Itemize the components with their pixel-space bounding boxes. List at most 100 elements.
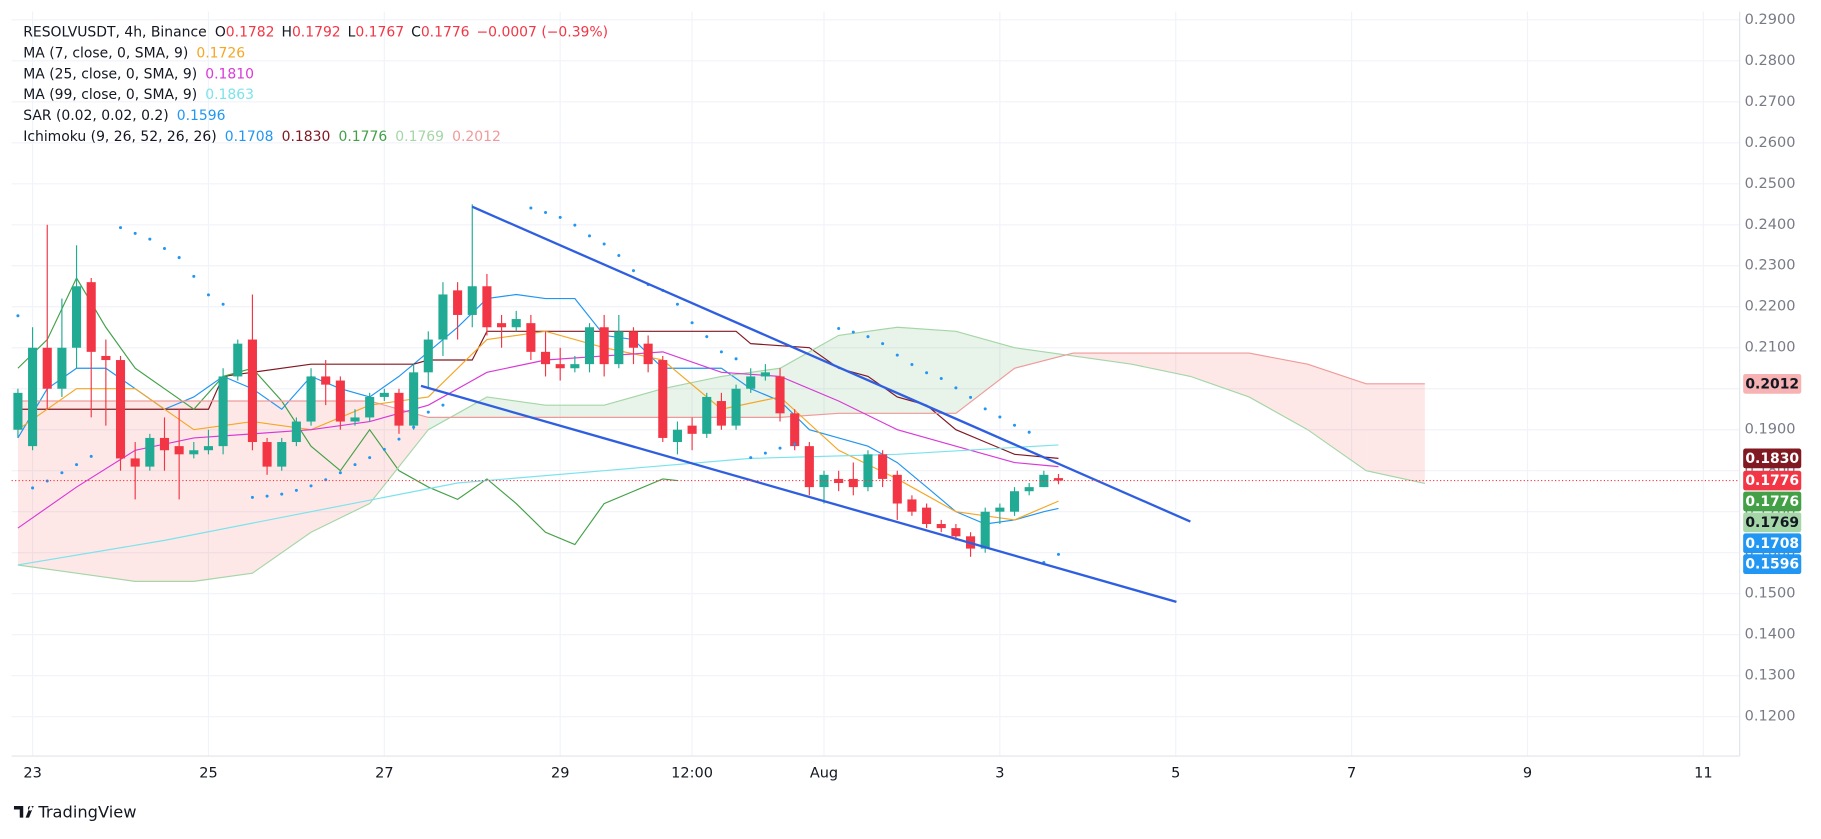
sar-dot bbox=[382, 447, 386, 451]
sar-dot bbox=[837, 326, 841, 330]
price-tag bbox=[1743, 448, 1802, 469]
candle-body bbox=[716, 401, 726, 426]
price-tag-label: 0.1769 bbox=[1745, 515, 1799, 531]
sar-dot bbox=[983, 407, 987, 411]
sar-dot bbox=[719, 350, 723, 354]
x-tick-label: 25 bbox=[199, 765, 217, 781]
sar-dot bbox=[998, 415, 1002, 419]
candle-body bbox=[203, 446, 213, 451]
legend-row: MA (25, close, 0, SMA, 9) 0.1810 bbox=[23, 66, 254, 82]
candle-body bbox=[658, 360, 668, 438]
legend: RESOLVUSDT, 4h, Binance O0.1782 H0.1792 L0.… bbox=[23, 25, 608, 146]
sar-dot bbox=[119, 226, 123, 230]
cloud-segment bbox=[311, 401, 370, 533]
legend-text: MA (99, close, 0, SMA, 9) bbox=[23, 87, 197, 103]
candle-body bbox=[335, 380, 345, 422]
tradingview-logo: TradingView bbox=[13, 802, 137, 821]
y-tick-label: 0.2500 bbox=[1745, 176, 1796, 192]
candle-body bbox=[57, 347, 67, 389]
price-tag-label: 0.1776 bbox=[1745, 473, 1799, 489]
sar-dot bbox=[133, 231, 137, 235]
candle-body bbox=[42, 347, 52, 389]
candle-body bbox=[834, 478, 844, 484]
legend-text: 0.1792 bbox=[292, 25, 341, 41]
candle-body bbox=[584, 327, 595, 365]
legend-text: 0.1596 bbox=[177, 108, 226, 124]
sar-dot bbox=[705, 335, 709, 339]
sar-dot bbox=[675, 302, 679, 306]
price-tag bbox=[1743, 554, 1802, 575]
ichimoku-line bbox=[17, 330, 1059, 459]
price-tag-label: 0.2012 bbox=[1745, 376, 1799, 392]
candle-body bbox=[482, 286, 492, 328]
candle-body bbox=[702, 396, 712, 434]
candle-body bbox=[453, 290, 463, 315]
axes: 0.12000.13000.14000.15000.16000.17000.18… bbox=[11, 11, 1802, 781]
sar-dot bbox=[778, 446, 782, 450]
trendline bbox=[471, 205, 1191, 523]
candle-body bbox=[746, 376, 756, 389]
sar-dot bbox=[353, 463, 357, 467]
cloud-segment bbox=[486, 396, 546, 418]
legend-text: 0.1830 bbox=[282, 129, 331, 145]
sar-dot bbox=[544, 210, 548, 214]
legend-row: MA (99, close, 0, SMA, 9) 0.1863 bbox=[23, 87, 254, 103]
x-tick-label: Aug bbox=[810, 765, 838, 781]
price-tag bbox=[1743, 491, 1802, 512]
legend-row: SAR (0.02, 0.02, 0.2) 0.1596 bbox=[23, 108, 225, 124]
ichimoku-line bbox=[17, 276, 678, 546]
y-tick-label: 0.1300 bbox=[1745, 668, 1796, 684]
candle-body bbox=[159, 437, 170, 451]
ichimoku-line bbox=[17, 293, 1059, 525]
cloud-segment bbox=[604, 388, 663, 418]
legend-text: 0.1726 bbox=[196, 45, 245, 61]
candle-body bbox=[115, 360, 126, 459]
candle-body bbox=[321, 376, 331, 385]
legend-row: MA (7, close, 0, SMA, 9) 0.1726 bbox=[23, 45, 245, 61]
sar-dot bbox=[954, 386, 958, 390]
sar-dot bbox=[294, 488, 298, 492]
y-tick-label: 0.2100 bbox=[1745, 340, 1796, 356]
sar-dot bbox=[221, 302, 225, 306]
candle-body bbox=[628, 331, 639, 348]
candle-body bbox=[409, 372, 419, 426]
candle-body bbox=[13, 392, 23, 430]
legend-text: 0.1782 bbox=[226, 25, 275, 41]
candle-body bbox=[511, 319, 521, 328]
price-tag-label: 0.1776 bbox=[1745, 494, 1799, 510]
sar-dot bbox=[148, 237, 152, 241]
y-tick-label: 0.2200 bbox=[1745, 299, 1796, 315]
candle-body bbox=[936, 524, 946, 529]
candle-body bbox=[86, 282, 96, 352]
trendline bbox=[420, 384, 1177, 604]
price-tag bbox=[1743, 470, 1802, 491]
sar-dot bbox=[866, 335, 870, 339]
x-tick-label: 7 bbox=[1347, 765, 1356, 781]
candle-body bbox=[28, 347, 38, 447]
sar-dot bbox=[529, 206, 533, 210]
sar-dot bbox=[206, 293, 210, 297]
legend-text: H bbox=[281, 25, 291, 41]
sar-dot bbox=[324, 478, 328, 482]
cloud-segment bbox=[1366, 383, 1425, 484]
candle-body bbox=[848, 478, 858, 488]
cloud-segment bbox=[1307, 364, 1367, 471]
legend-text: 0.1863 bbox=[205, 87, 254, 103]
sar-dot bbox=[192, 274, 196, 278]
y-tick-label: 0.2300 bbox=[1745, 258, 1796, 274]
candle-body bbox=[951, 528, 961, 537]
logo-icon bbox=[13, 805, 34, 818]
sar-dot bbox=[763, 451, 767, 455]
legend-row: Ichimoku (9, 26, 52, 26, 26) 0.1708 0.1830… bbox=[23, 129, 501, 145]
x-tick-label: 12:00 bbox=[671, 765, 713, 781]
sar-dot bbox=[368, 456, 372, 460]
candle-body bbox=[760, 372, 770, 377]
sar-dot bbox=[558, 215, 562, 219]
x-tick-label: 23 bbox=[23, 765, 41, 781]
candle-body bbox=[218, 376, 228, 447]
candle-body bbox=[350, 417, 360, 422]
sar-dot bbox=[1013, 423, 1017, 427]
candle-body bbox=[379, 392, 389, 397]
